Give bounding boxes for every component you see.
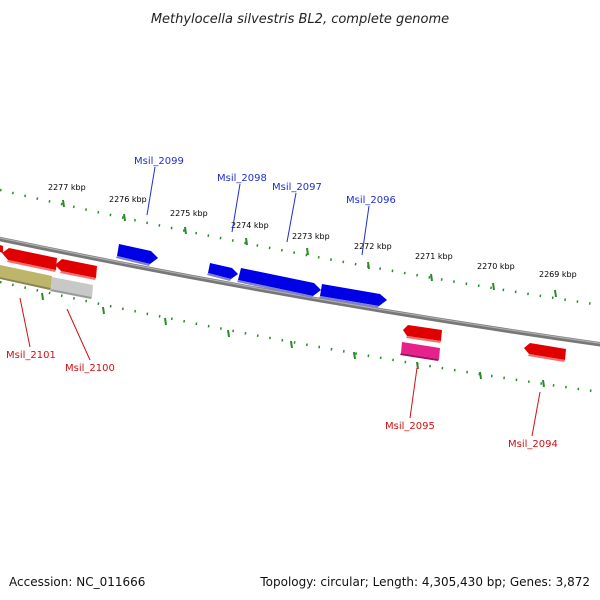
gene-msil-2095-partner[interactable] xyxy=(403,325,442,343)
kbp-label: 2271 kbp xyxy=(415,252,453,261)
map-title: Methylocella silvestris BL2, complete ge… xyxy=(151,12,449,27)
gene-msil-2101[interactable] xyxy=(2,248,57,272)
gene-msil-2097[interactable] xyxy=(237,268,321,298)
gene-pseudo-left[interactable] xyxy=(0,265,52,290)
gene-label: Msil_2100 xyxy=(65,363,115,374)
gene-msil-2095[interactable] xyxy=(400,342,440,361)
topology-text: Topology: circular; Length: 4,305,430 bp… xyxy=(259,575,590,589)
gene-msil-2100[interactable] xyxy=(50,277,93,299)
gene-reverse-2[interactable] xyxy=(55,259,97,280)
gene-label: Msil_2094 xyxy=(508,439,558,450)
kbp-label: 2270 kbp xyxy=(477,262,515,271)
forward-genes xyxy=(116,244,387,308)
gene-left-edge[interactable] xyxy=(0,245,3,253)
lower-gene-labels: Msil_2101 Msil_2100 Msil_2095 Msil_2094 xyxy=(6,297,558,450)
gene-msil-2096[interactable] xyxy=(319,284,387,308)
kbp-label: 2275 kbp xyxy=(170,209,208,218)
upper-tick-track xyxy=(0,188,600,307)
gene-msil-2094[interactable] xyxy=(524,343,566,362)
upper-gene-labels: Msil_2099 Msil_2098 Msil_2097 Msil_2096 xyxy=(134,156,396,256)
lower-lane-genes xyxy=(0,265,440,361)
gene-label: Msil_2096 xyxy=(346,195,396,206)
gene-label: Msil_2101 xyxy=(6,350,56,361)
accession-text: Accession: NC_011666 xyxy=(9,575,145,589)
kbp-label: 2274 kbp xyxy=(231,221,269,230)
gene-label: Msil_2097 xyxy=(272,182,322,193)
kbp-label: 2273 kbp xyxy=(292,232,330,241)
kbp-label: 2272 kbp xyxy=(354,242,392,251)
reverse-genes xyxy=(0,245,566,362)
kbp-label: 2277 kbp xyxy=(48,183,86,192)
kbp-labels: 2277 kbp 2276 kbp 2275 kbp 2274 kbp 2273… xyxy=(48,183,577,279)
gene-label: Msil_2098 xyxy=(217,173,267,184)
gene-label: Msil_2095 xyxy=(385,421,435,432)
genome-backbone xyxy=(0,236,600,347)
kbp-label: 2276 kbp xyxy=(109,195,147,204)
kbp-label: 2269 kbp xyxy=(539,270,577,279)
lower-tick-track xyxy=(0,280,600,394)
gene-msil-2099[interactable] xyxy=(116,244,158,266)
gene-msil-2098[interactable] xyxy=(207,263,238,281)
gene-label: Msil_2099 xyxy=(134,156,184,167)
